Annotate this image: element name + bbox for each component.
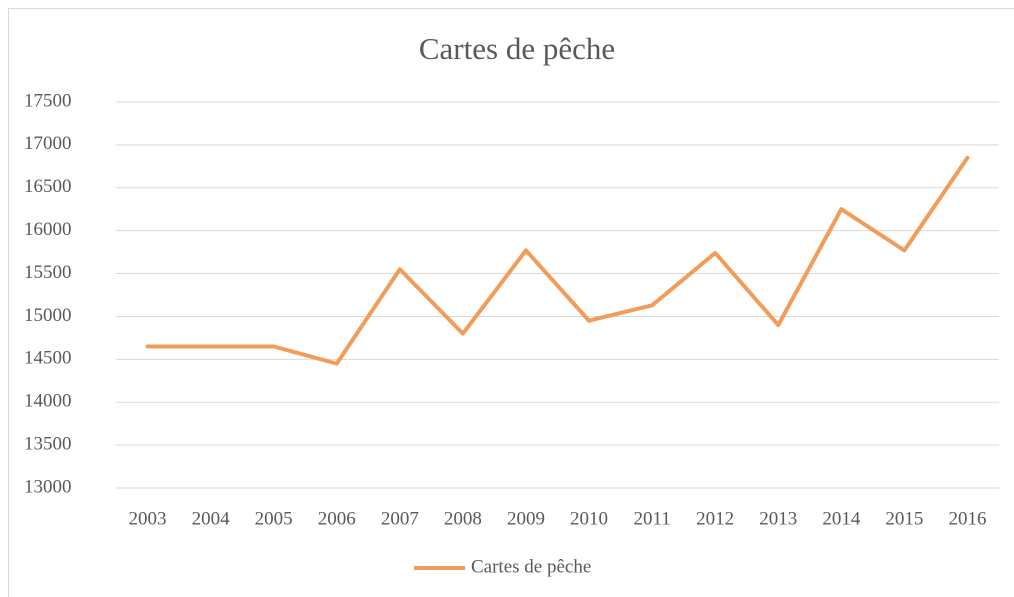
y-tick-label: 16000 (24, 219, 72, 240)
x-tick-label: 2003 (129, 508, 167, 529)
x-tick-label: 2013 (759, 508, 797, 529)
chart-title: Cartes de pêche (419, 31, 615, 66)
x-tick-label: 2015 (885, 508, 923, 529)
y-tick-label: 14500 (24, 348, 72, 369)
y-tick-label: 17500 (24, 90, 72, 111)
y-tick-label: 15500 (24, 262, 72, 283)
x-tick-label: 2006 (318, 508, 356, 529)
x-tick-label: 2004 (192, 508, 231, 529)
x-tick-label: 2009 (507, 508, 545, 529)
x-tick-label: 2014 (822, 508, 861, 529)
x-tick-label: 2012 (696, 508, 734, 529)
x-tick-label: 2010 (570, 508, 608, 529)
y-tick-label: 14000 (24, 391, 72, 412)
x-tick-label: 2005 (255, 508, 293, 529)
y-tick-label: 16500 (24, 176, 72, 197)
y-tick-label: 15000 (24, 305, 72, 326)
x-tick-label: 2008 (444, 508, 482, 529)
y-tick-label: 17000 (24, 133, 72, 154)
chart-frame (8, 8, 1014, 597)
x-tick-label: 2016 (948, 508, 986, 529)
y-tick-label: 13000 (24, 476, 72, 497)
legend-label: Cartes de pêche (471, 556, 591, 577)
x-tick-label: 2007 (381, 508, 419, 529)
x-tick-label: 2011 (633, 508, 670, 529)
y-tick-label: 13500 (24, 433, 72, 454)
data-line (145, 155, 970, 366)
